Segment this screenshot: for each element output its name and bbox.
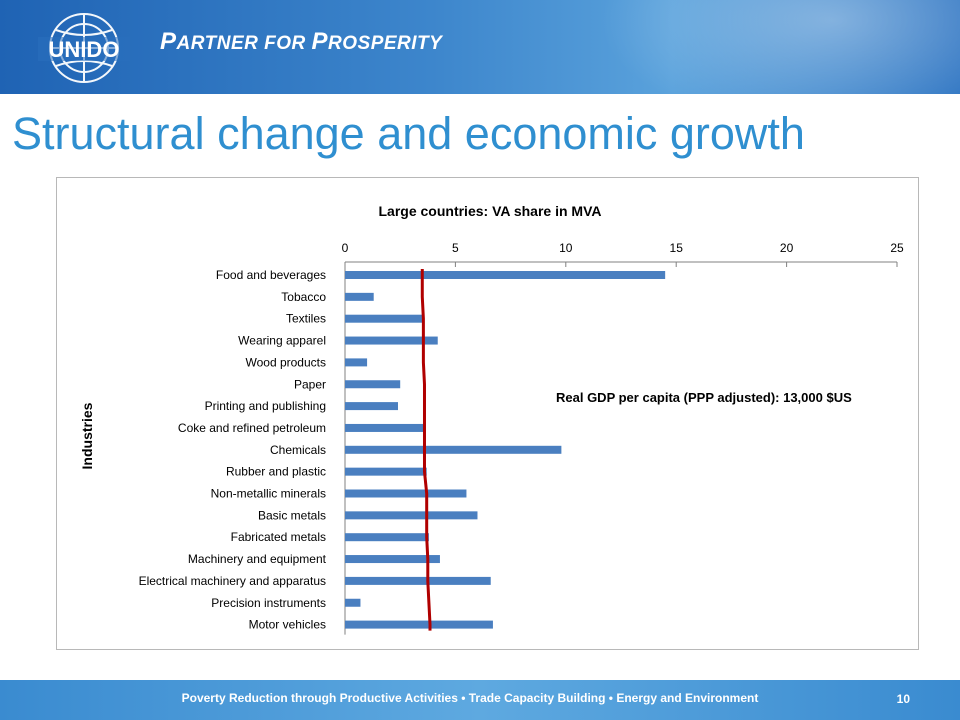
category-label: Wearing apparel bbox=[238, 334, 326, 348]
category-label: Precision instruments bbox=[211, 596, 326, 610]
y-axis-label: Industries bbox=[79, 402, 95, 469]
category-label: Printing and publishing bbox=[205, 399, 326, 413]
bar bbox=[345, 467, 427, 476]
x-tick-label: 10 bbox=[559, 241, 573, 255]
bar bbox=[345, 489, 467, 498]
slide-footer: Poverty Reduction through Productive Act… bbox=[0, 680, 960, 720]
bar bbox=[345, 380, 401, 389]
bar bbox=[345, 358, 368, 367]
bar bbox=[345, 292, 374, 301]
slide-header: UNIDO PARTNER FOR PROSPERITY bbox=[0, 0, 960, 94]
x-tick-label: 5 bbox=[452, 241, 459, 255]
category-label: Tobacco bbox=[281, 290, 326, 304]
bar bbox=[345, 336, 438, 345]
category-label: Paper bbox=[294, 377, 326, 391]
x-tick-label: 0 bbox=[342, 241, 349, 255]
slide-title: Structural change and economic growth bbox=[12, 108, 805, 159]
bar bbox=[345, 555, 440, 564]
bar-chart: Large countries: VA share in MVA Industr… bbox=[79, 203, 904, 635]
bar bbox=[345, 402, 398, 411]
bar bbox=[345, 314, 425, 323]
category-label: Motor vehicles bbox=[249, 618, 326, 632]
chart-frame: Large countries: VA share in MVA Industr… bbox=[56, 177, 919, 650]
tagline-part-2: ROSPERITY bbox=[328, 33, 443, 54]
x-tick-label: 25 bbox=[890, 241, 904, 255]
tagline: PARTNER FOR PROSPERITY bbox=[160, 28, 442, 56]
bar bbox=[345, 445, 562, 454]
category-label: Chemicals bbox=[270, 443, 326, 457]
bar bbox=[345, 620, 493, 629]
category-labels: Food and beverages Tobacco Textiles Wearing… bbox=[139, 268, 327, 632]
bar bbox=[345, 533, 429, 542]
category-label: Wood products bbox=[246, 355, 327, 369]
tagline-part-1: ARTNER FOR bbox=[176, 33, 312, 54]
category-label: Rubber and plastic bbox=[226, 465, 326, 479]
bars bbox=[345, 271, 666, 629]
bar bbox=[345, 598, 361, 607]
tagline-initial-2: P bbox=[311, 28, 329, 55]
category-label: Fabricated metals bbox=[231, 530, 326, 544]
x-tick-label: 15 bbox=[670, 241, 684, 255]
category-label: Basic metals bbox=[258, 508, 326, 522]
unido-logo: UNIDO bbox=[38, 13, 130, 83]
x-tick-label: 20 bbox=[780, 241, 794, 255]
category-label: Coke and refined petroleum bbox=[178, 421, 326, 435]
header-sheen bbox=[580, 0, 960, 94]
category-label: Food and beverages bbox=[216, 268, 326, 282]
tagline-initial-1: P bbox=[160, 28, 177, 55]
bar bbox=[345, 576, 491, 585]
gdp-annotation: Real GDP per capita (PPP adjusted): 13,0… bbox=[556, 390, 852, 405]
category-label: Electrical machinery and apparatus bbox=[139, 574, 326, 588]
logo-text: UNIDO bbox=[49, 37, 120, 62]
category-label: Textiles bbox=[286, 312, 326, 326]
category-label: Machinery and equipment bbox=[188, 552, 327, 566]
chart-title: Large countries: VA share in MVA bbox=[378, 203, 601, 219]
bar bbox=[345, 511, 478, 520]
page-number: 10 bbox=[896, 692, 910, 706]
x-axis: 0 5 10 15 20 25 bbox=[342, 241, 904, 635]
footer-text: Poverty Reduction through Productive Act… bbox=[181, 691, 759, 705]
bar bbox=[345, 423, 425, 432]
bar bbox=[345, 271, 666, 279]
gdp-line bbox=[420, 269, 432, 631]
category-label: Non-metallic minerals bbox=[211, 487, 326, 501]
